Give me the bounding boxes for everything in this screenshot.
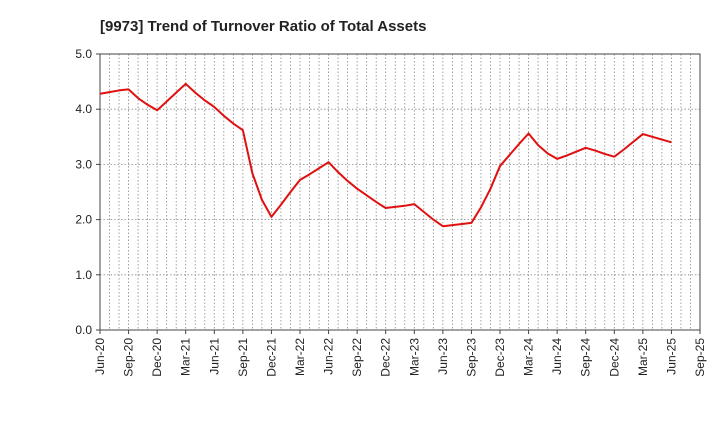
x-tick-label: Jun-24 (550, 338, 564, 375)
x-tick-label: Mar-21 (179, 338, 193, 376)
x-tick-label: Sep-25 (693, 338, 707, 377)
series-line (99, 82, 672, 228)
x-tick-label: Sep-20 (122, 338, 136, 377)
y-tick-label: 1.0 (75, 268, 92, 282)
x-axis: Jun-20 Sep-20 Dec-20 Mar-21 Jun-21 Sep-21 Dec-… (93, 330, 707, 377)
y-tick-label: 0.0 (75, 323, 92, 337)
x-tick-label: Jun-22 (322, 338, 336, 375)
y-tick-label: 3.0 (75, 157, 92, 171)
y-tick-label: 5.0 (75, 47, 92, 61)
x-tick-label: Dec-20 (150, 338, 164, 377)
x-tick-label: Jun-21 (207, 338, 221, 375)
y-axis: 0.0 1.0 2.0 3.0 4.0 5.0 (75, 47, 100, 337)
x-tick-label: Dec-23 (493, 338, 507, 377)
x-tick-label: Dec-24 (607, 338, 621, 377)
y-tick-label: 4.0 (75, 102, 92, 116)
x-tick-label: Mar-23 (407, 338, 421, 376)
x-tick-label: Jun-20 (93, 338, 107, 375)
x-tick-label: Dec-21 (264, 338, 278, 377)
x-tick-label: Jun-25 (664, 338, 678, 375)
x-tick-label: Mar-24 (522, 338, 536, 376)
plot-border (99, 53, 701, 331)
x-tick-label: Jun-23 (436, 338, 450, 375)
x-tick-label: Sep-23 (464, 338, 478, 377)
chart-title: [9973] Trend of Turnover Ratio of Total … (100, 18, 426, 35)
grid (99, 53, 701, 331)
x-tick-label: Mar-25 (636, 338, 650, 376)
x-tick-label: Sep-24 (579, 338, 593, 377)
y-tick-label: 2.0 (75, 213, 92, 227)
plot-frame (99, 53, 701, 331)
x-tick-label: Sep-22 (350, 338, 364, 377)
series-layer (99, 82, 672, 228)
x-tick-label: Dec-22 (379, 338, 393, 377)
x-tick-label: Sep-21 (236, 338, 250, 377)
x-tick-label: Mar-22 (293, 338, 307, 376)
